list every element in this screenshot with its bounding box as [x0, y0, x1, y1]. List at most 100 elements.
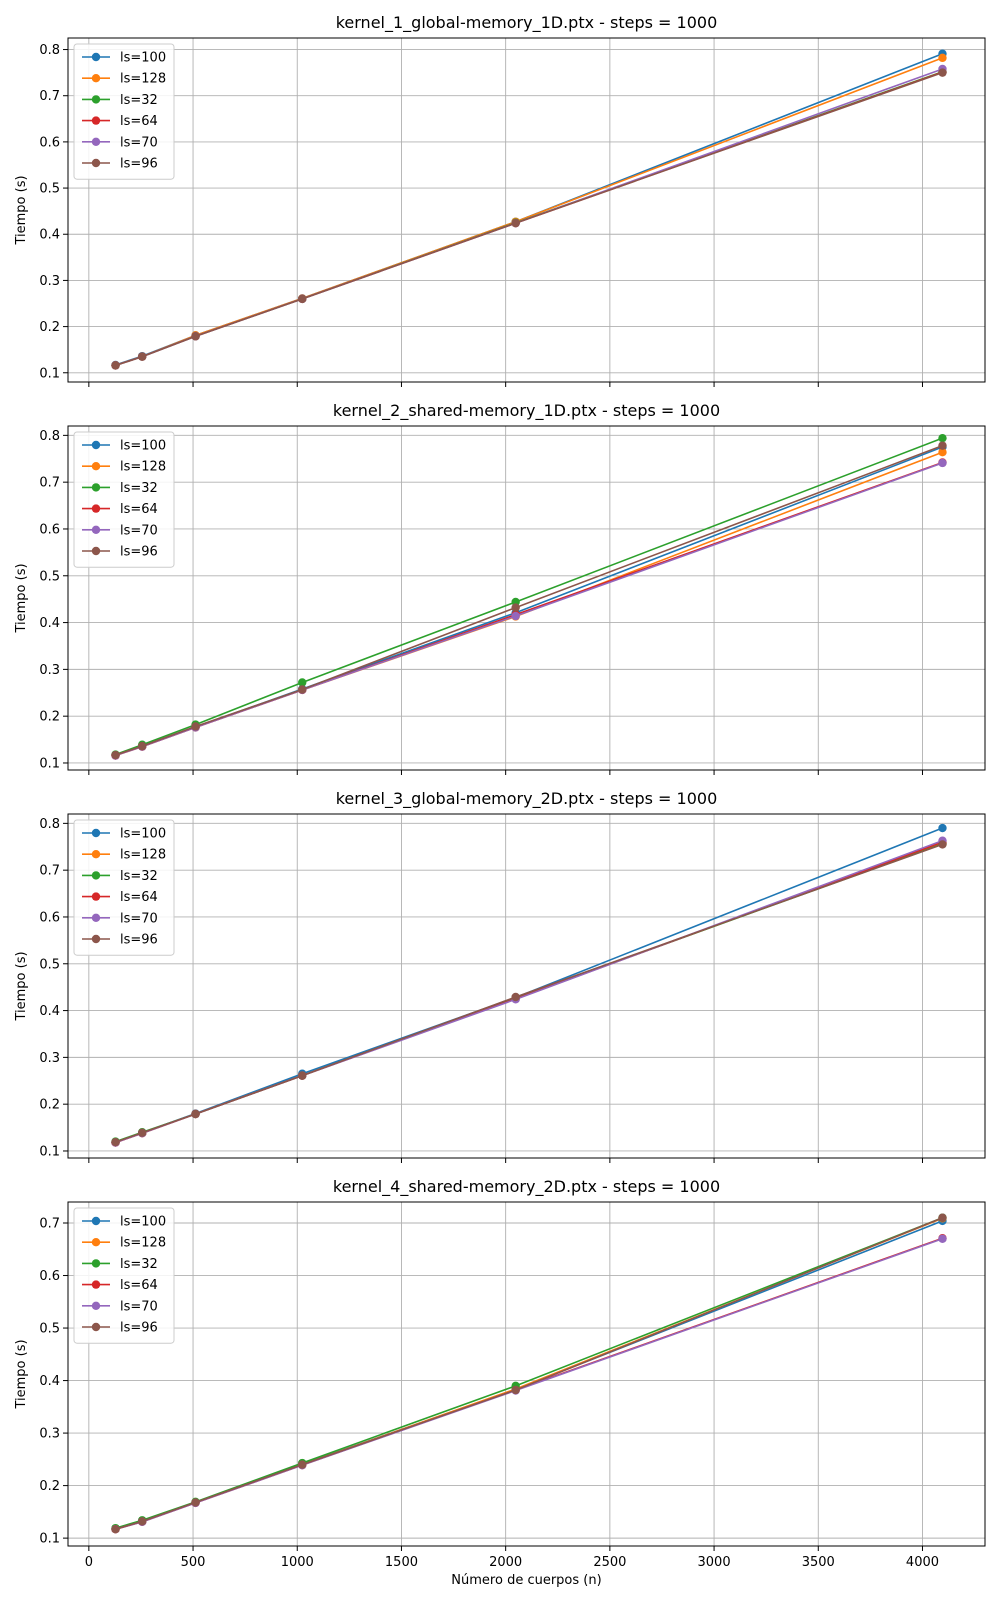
data-point	[298, 1071, 307, 1080]
legend-label: ls=32	[120, 1257, 158, 1272]
legend: ls=100 ls=128 ls=32 ls=64 ls=70 ls=96	[73, 43, 175, 180]
legend: ls=100 ls=128 ls=32 ls=64 ls=70 ls=96	[73, 1207, 175, 1344]
data-point	[111, 1524, 120, 1534]
legend: ls=100 ls=128 ls=32 ls=64 ls=70 ls=96	[73, 819, 175, 956]
data-point	[511, 218, 520, 228]
chart-title: kernel_2_shared-memory_1D.ptx - steps = …	[333, 401, 720, 421]
data-point	[111, 1137, 120, 1147]
data-point	[938, 1213, 947, 1222]
y-tick-label: 0.1	[39, 366, 60, 381]
legend-label: ls=96	[120, 545, 158, 560]
legend-marker	[91, 52, 101, 62]
y-tick-label: 0.2	[39, 1479, 60, 1494]
y-tick-label: 0.7	[39, 476, 60, 491]
legend-marker	[91, 137, 101, 146]
data-point	[191, 332, 200, 341]
y-tick-label: 0.5	[39, 1322, 60, 1337]
data-point	[111, 361, 120, 370]
data-point	[511, 603, 520, 612]
legend: ls=100 ls=128 ls=32 ls=64 ls=70 ls=96	[73, 431, 175, 568]
legend-label: ls=96	[120, 1321, 158, 1336]
y-tick-label: 0.3	[39, 1051, 60, 1066]
y-tick-label: 0.4	[39, 1374, 60, 1389]
x-tick-label: 2500	[593, 1555, 626, 1570]
data-point	[137, 741, 147, 751]
chart-title: kernel_1_global-memory_1D.ptx - steps = …	[336, 13, 718, 33]
series-line	[115, 1217, 943, 1530]
legend-marker	[91, 1238, 101, 1247]
y-tick-label: 0.5	[39, 569, 60, 584]
legend-marker	[91, 828, 101, 838]
y-tick-label: 0.1	[39, 1532, 60, 1547]
y-tick-label: 0.2	[39, 710, 60, 725]
legend-label: ls=96	[120, 157, 158, 172]
legend-label: ls=128	[120, 848, 166, 863]
y-tick-label: 0.2	[39, 1098, 60, 1113]
y-tick-label: 0.4	[39, 228, 60, 243]
legend-label: ls=64	[120, 890, 158, 905]
legend-marker	[91, 871, 101, 880]
chart-panel-1: 0.1 0.2 0.3 0.4 0.5 0.6 0.7 0.8 kernel_1_global-…	[14, 13, 986, 387]
x-tick-label: 500	[181, 1555, 206, 1570]
data-point	[938, 441, 947, 450]
x-tick-label: 1500	[385, 1555, 418, 1570]
chart-panel-4: 0 500 1000 1500 2000 2500 3000 3500 4000 0.1 0.2 0.…	[14, 1177, 986, 1588]
legend-label: ls=100	[120, 827, 166, 842]
y-tick-label: 0.7	[39, 864, 60, 879]
y-tick-label: 0.3	[39, 663, 60, 678]
x-tick-label: 1000	[281, 1555, 314, 1570]
data-point	[298, 678, 307, 687]
data-point	[511, 611, 520, 621]
y-tick-label: 0.1	[39, 1144, 60, 1159]
x-tick-label: 0	[85, 1555, 93, 1570]
x-axis-label: Número de cuerpos (n)	[451, 1573, 601, 1588]
legend-label: ls=64	[120, 502, 158, 517]
legend-label: ls=70	[120, 1299, 158, 1314]
legend-label: ls=128	[120, 72, 166, 87]
y-tick-label: 0.6	[39, 522, 60, 537]
data-point	[111, 750, 120, 760]
y-axis-label: Tiempo (s)	[14, 563, 29, 633]
data-point	[938, 1234, 947, 1243]
y-tick-label: 0.8	[39, 429, 60, 444]
data-point	[938, 433, 947, 443]
legend-label: ls=32	[120, 93, 158, 108]
legend-marker	[91, 504, 101, 513]
legend-marker	[91, 95, 101, 104]
legend-marker	[91, 158, 101, 168]
plot-frame	[67, 37, 986, 383]
data-point	[298, 685, 307, 694]
data-point	[137, 1128, 147, 1137]
y-tick-label: 0.6	[39, 910, 60, 925]
legend-label: ls=100	[120, 1215, 166, 1230]
chart-panel-3: 0.1 0.2 0.3 0.4 0.5 0.6 0.7 0.8 kernel_3_global-…	[14, 789, 986, 1163]
legend-marker	[91, 934, 101, 944]
series-line	[115, 437, 943, 756]
data-point	[137, 352, 147, 361]
legend-label: ls=128	[120, 1236, 166, 1251]
legend-label: ls=32	[120, 869, 158, 884]
plot-frame	[67, 1201, 986, 1547]
x-tick-label: 3500	[802, 1555, 835, 1570]
data-point	[191, 722, 200, 731]
y-tick-label: 0.2	[39, 320, 60, 335]
series-line	[115, 444, 943, 756]
legend-marker	[91, 913, 101, 922]
legend-label: ls=96	[120, 933, 158, 948]
y-tick-label: 0.3	[39, 274, 60, 289]
plot-frame	[67, 425, 986, 771]
data-point	[938, 448, 947, 457]
legend-marker	[91, 525, 101, 534]
legend-marker	[91, 1322, 101, 1332]
chart-title: kernel_3_global-memory_2D.ptx - steps = …	[336, 789, 718, 809]
y-tick-label: 0.8	[39, 43, 60, 58]
data-point	[191, 1109, 200, 1119]
y-tick-label: 0.5	[39, 182, 60, 197]
legend-label: ls=100	[120, 439, 166, 454]
legend-marker	[91, 74, 101, 83]
legend-label: ls=70	[120, 911, 158, 926]
legend-label: ls=64	[120, 114, 158, 129]
y-axis-label: Tiempo (s)	[14, 175, 29, 245]
legend-label: ls=32	[120, 481, 158, 496]
